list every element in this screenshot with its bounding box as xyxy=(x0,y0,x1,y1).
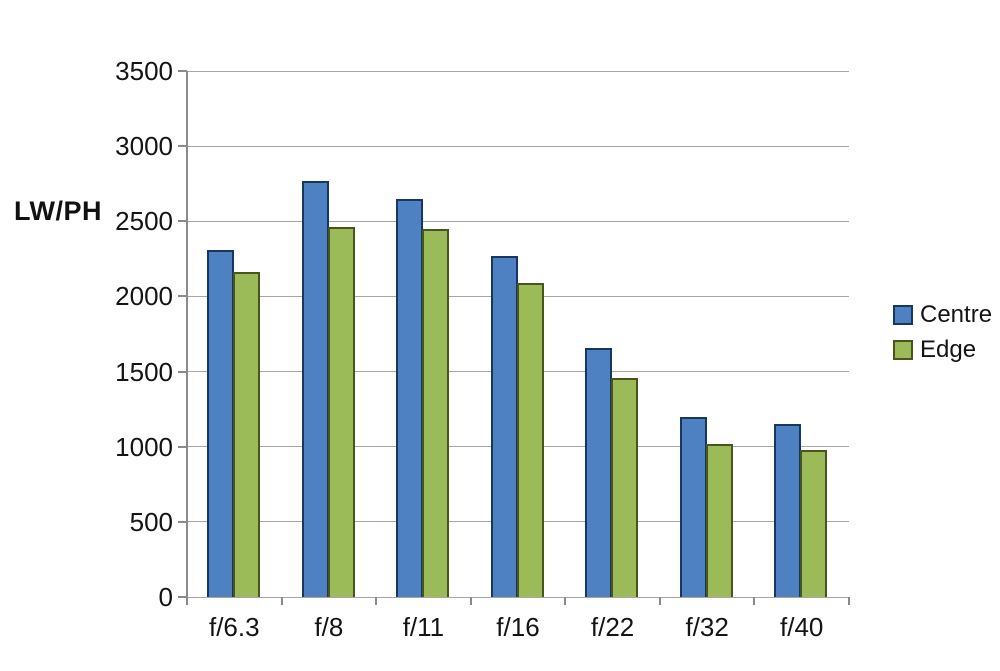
y-tick-mark-2000 xyxy=(178,295,187,298)
y-tick-mark-0 xyxy=(178,596,187,598)
gridline-0 xyxy=(187,596,849,598)
bar-centre-f/8 xyxy=(301,180,329,597)
x-tick-label-f/40: f/40 xyxy=(780,612,824,642)
gridline-2500 xyxy=(187,220,849,222)
x-tick-mark-5 xyxy=(658,597,661,605)
bar-centre-f/11 xyxy=(396,198,424,597)
x-tick-mark-3 xyxy=(469,597,472,605)
bar-centre-f/22 xyxy=(585,347,613,597)
y-tick-mark-500 xyxy=(178,520,187,523)
bar-centre-f/16 xyxy=(490,255,518,597)
bar-edge-f/40 xyxy=(800,449,828,597)
bar-centre-f/32 xyxy=(679,416,707,597)
bar-centre-f/6.3 xyxy=(207,249,234,597)
x-tick-label-f/32: f/32 xyxy=(685,612,729,642)
y-tick-label-3500: 3500 xyxy=(115,56,173,86)
y-tick-mark-1000 xyxy=(178,445,187,448)
y-axis-title: LW/PH xyxy=(14,196,102,226)
x-tick-label-f/6.3: f/6.3 xyxy=(208,612,260,642)
y-tick-label-1000: 1000 xyxy=(115,431,173,462)
x-tick-mark-6 xyxy=(753,597,756,605)
x-tick-mark-7 xyxy=(848,597,850,605)
y-tick-mark-3500 xyxy=(178,70,187,72)
bar-edge-f/32 xyxy=(705,443,733,597)
legend: Centre Edge xyxy=(893,303,992,362)
x-tick-mark-1 xyxy=(280,597,283,605)
legend-swatch-edge xyxy=(893,340,913,360)
y-axis-line xyxy=(186,71,188,598)
x-tick-label-f/22: f/22 xyxy=(590,612,635,642)
x-tick-label-f/8: f/8 xyxy=(314,612,344,642)
y-tick-label-0: 0 xyxy=(158,582,173,612)
y-tick-mark-1500 xyxy=(178,370,187,373)
y-tick-label-3000: 3000 xyxy=(115,131,173,162)
legend-item-edge: Edge xyxy=(893,338,992,362)
bar-edge-f/16 xyxy=(516,282,544,597)
y-tick-mark-3000 xyxy=(178,145,187,148)
x-tick-mark-2 xyxy=(375,597,378,605)
legend-label-centre: Centre xyxy=(920,301,993,328)
bar-edge-f/22 xyxy=(611,377,639,597)
y-tick-label-2500: 2500 xyxy=(115,206,173,237)
gridline-3000 xyxy=(187,145,849,147)
y-tick-label-500: 500 xyxy=(129,506,173,537)
bar-centre-f/40 xyxy=(774,424,802,597)
x-tick-mark-0 xyxy=(186,597,188,605)
x-tick-mark-4 xyxy=(564,597,567,605)
bar-edge-f/11 xyxy=(422,228,450,597)
bar-edge-f/8 xyxy=(327,227,355,597)
legend-label-edge: Edge xyxy=(920,336,977,363)
x-tick-label-f/16: f/16 xyxy=(496,612,540,642)
y-tick-label-1500: 1500 xyxy=(115,356,173,387)
x-tick-label-f/11: f/11 xyxy=(402,612,445,642)
legend-swatch-centre xyxy=(893,305,913,325)
legend-item-centre: Centre xyxy=(893,303,992,327)
y-tick-label-2000: 2000 xyxy=(115,281,173,312)
bar-edge-f/6.3 xyxy=(233,272,260,597)
y-tick-mark-2500 xyxy=(178,220,187,223)
gridline-3500 xyxy=(187,70,849,72)
